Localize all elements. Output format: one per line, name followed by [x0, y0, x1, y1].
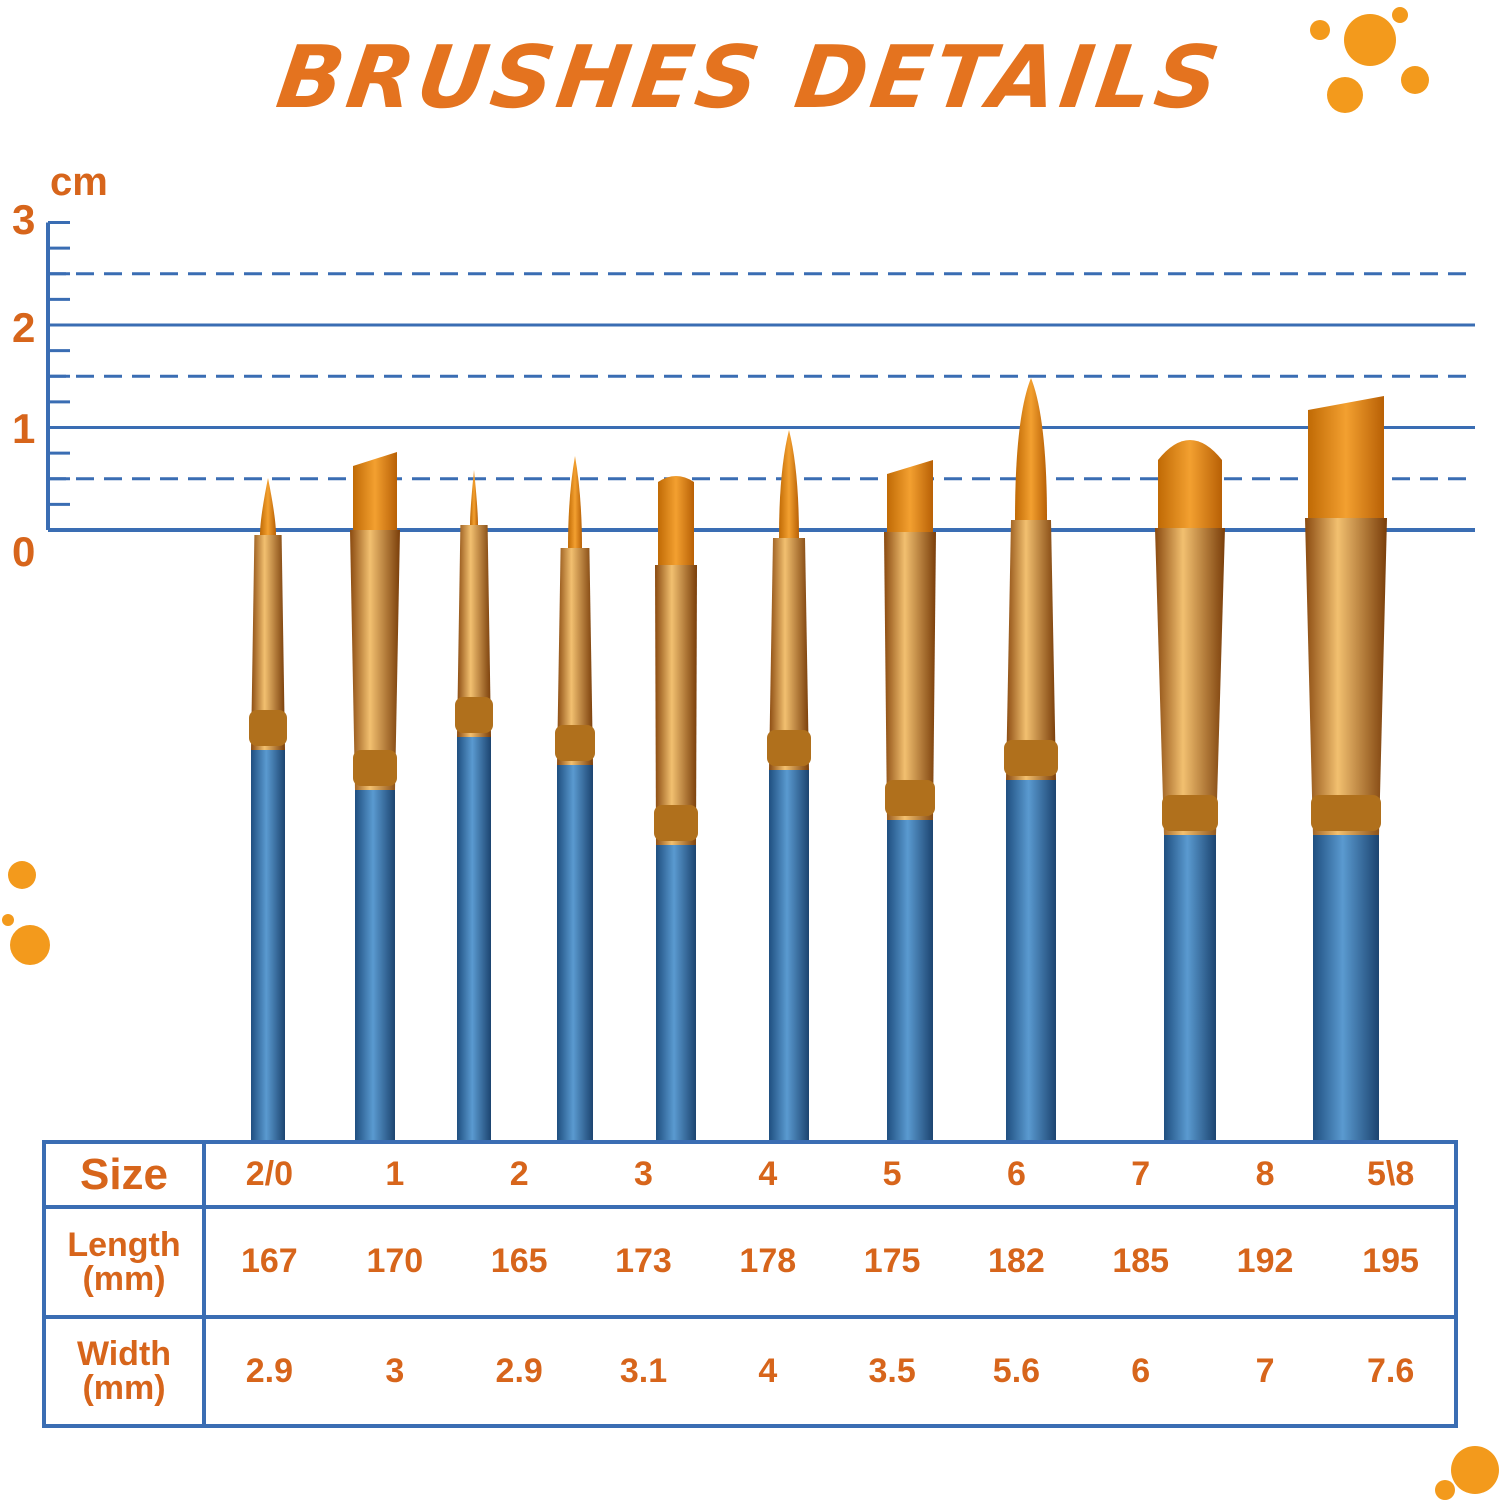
brush-1	[350, 452, 400, 1140]
row-header-size: Size	[44, 1142, 206, 1208]
ruler-label-0: 0	[12, 528, 36, 575]
cell-width: 2.9	[245, 1351, 293, 1390]
brush-6	[884, 460, 936, 1140]
table-row-length: Length (mm) 167 170 165 173 178 175 182 185 192 19…	[44, 1207, 1456, 1317]
cell-length: 170	[366, 1242, 424, 1281]
ruler-label-1: 1	[12, 405, 36, 452]
ferrule-crimp	[1311, 795, 1381, 831]
brush-handle	[557, 765, 593, 1140]
cell-length: 167	[240, 1242, 298, 1281]
brush-handle	[251, 750, 285, 1140]
brush-spec-table: Size 2/0 1 2 3 4 5 6 7 8 5\8 Length (mm) 167 170 165 1…	[42, 1140, 1458, 1428]
cell-size: 3	[634, 1155, 653, 1194]
ruler	[46, 221, 1475, 532]
ruler-label-2: 2	[12, 304, 36, 351]
cell-length: 192	[1236, 1242, 1294, 1281]
cell-size: 4	[758, 1155, 778, 1194]
table-row-size: Size 2/0 1 2 3 4 5 6 7 8 5\8	[44, 1142, 1456, 1208]
brush-ferrule	[1006, 520, 1056, 780]
brush-5	[767, 430, 811, 1140]
brush-ferrule	[251, 535, 285, 750]
brush-ferrule	[884, 532, 936, 820]
cell-size: 6	[1006, 1155, 1026, 1194]
cell-length: 175	[863, 1242, 921, 1281]
brush-8	[1155, 440, 1225, 1140]
brush-2	[455, 470, 493, 1140]
cell-length: 195	[1362, 1242, 1419, 1281]
cell-width: 7.6	[1366, 1351, 1415, 1390]
brush-ferrule	[769, 538, 809, 770]
paint-splatter-decoration	[2, 7, 1499, 1500]
cell-width: 4	[758, 1351, 778, 1390]
brush-ferrule	[1305, 518, 1387, 835]
brush-ferrule	[1155, 528, 1225, 835]
brush-handle	[355, 790, 395, 1140]
brush-bristles	[779, 430, 799, 538]
ferrule-crimp	[455, 697, 493, 733]
cell-length: 165	[490, 1242, 548, 1281]
brush-bristles	[568, 456, 582, 548]
brush-2/0	[249, 478, 287, 1140]
brush-bristles	[1308, 396, 1384, 518]
cell-length: 173	[615, 1242, 672, 1281]
cell-size: 5	[882, 1155, 902, 1194]
brush-bristles	[1158, 440, 1222, 528]
cell-size: 2	[509, 1155, 529, 1194]
ruler-label-3: 3	[12, 196, 36, 243]
cell-size: 8	[1255, 1155, 1275, 1194]
cell-width: 3.1	[619, 1351, 668, 1390]
brush-handle	[457, 737, 491, 1140]
cell-length: 178	[739, 1242, 797, 1281]
brush-5\8	[1305, 396, 1387, 1140]
brush-handle	[887, 820, 933, 1140]
row-header-length: Length (mm)	[44, 1207, 206, 1317]
brush-ferrule	[655, 565, 697, 845]
brush-bristles	[887, 460, 933, 532]
brush-bristles	[353, 452, 397, 530]
cell-size: 1	[385, 1155, 405, 1194]
cell-length: 185	[1112, 1242, 1170, 1281]
cell-size: 2/0	[245, 1155, 293, 1194]
cell-width: 3.5	[868, 1351, 916, 1390]
brush-bristles	[260, 478, 276, 535]
brush-bristles	[1015, 378, 1047, 520]
brush-3	[555, 456, 595, 1140]
brush-ferrule	[557, 548, 593, 765]
brush-handle	[769, 770, 809, 1140]
cell-width: 5.6	[992, 1351, 1041, 1390]
row-header-width: Width (mm)	[44, 1316, 206, 1426]
ferrule-crimp	[767, 730, 811, 766]
brush-7	[1004, 378, 1058, 1140]
ruler-unit: cm	[50, 160, 108, 204]
cell-length: 182	[988, 1242, 1045, 1281]
cell-width: 7	[1255, 1351, 1275, 1390]
brush-handle	[1006, 780, 1056, 1140]
ferrule-crimp	[1004, 740, 1058, 776]
cell-width: 2.9	[495, 1351, 543, 1390]
brush-4	[654, 476, 698, 1140]
ferrule-crimp	[249, 710, 287, 746]
brush-ferrule	[457, 525, 491, 737]
ferrule-crimp	[654, 805, 698, 841]
cell-size: 7	[1131, 1155, 1151, 1194]
brush-handle	[656, 845, 696, 1140]
cell-width: 6	[1131, 1351, 1151, 1390]
brush-handle	[1313, 835, 1379, 1140]
ferrule-crimp	[1162, 795, 1218, 831]
brush-bristles	[470, 470, 478, 525]
ferrule-crimp	[885, 780, 935, 816]
cell-width: 3	[385, 1351, 405, 1390]
brush-bristles	[658, 476, 694, 565]
ferrule-crimp	[353, 750, 397, 786]
ferrule-crimp	[555, 725, 595, 761]
cell-size: 5\8	[1366, 1155, 1415, 1194]
brush-handle	[1164, 835, 1216, 1140]
brush-ferrule	[350, 530, 400, 790]
table-row-width: Width (mm) 2.9 3 2.9 3.1 4 3.5 5.6 6 7 7.6	[44, 1316, 1456, 1426]
